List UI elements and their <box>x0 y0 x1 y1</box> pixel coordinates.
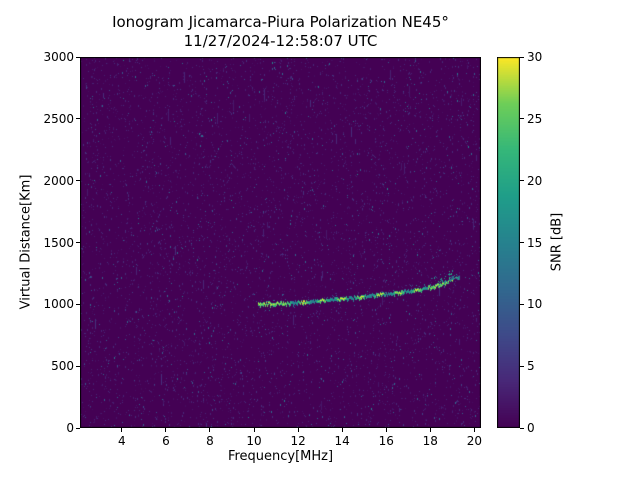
y-tick-label: 2000 <box>43 173 74 188</box>
x-tick-mark <box>253 428 255 432</box>
x-tick-label: 10 <box>246 434 262 448</box>
x-tick-mark <box>385 428 387 432</box>
x-tick-mark <box>341 428 343 432</box>
x-tick-label: 14 <box>334 434 350 448</box>
x-tick-label: 12 <box>290 434 306 448</box>
colorbar-label: SNR [dB] <box>549 212 565 272</box>
colorbar-tick-mark <box>520 365 524 367</box>
colorbar-tick-label: 15 <box>527 235 543 250</box>
colorbar-tick-label: 10 <box>527 297 543 312</box>
colorbar <box>497 57 520 428</box>
colorbar-tick-mark <box>520 56 524 58</box>
colorbar-canvas <box>497 57 520 428</box>
x-tick-label: 8 <box>206 434 214 448</box>
y-tick-label: 1500 <box>43 235 74 250</box>
x-tick-label: 20 <box>466 434 483 448</box>
x-tick-mark <box>165 428 167 432</box>
x-tick-label: 6 <box>162 434 170 448</box>
heatmap-canvas <box>80 57 481 428</box>
y-tick-mark <box>76 180 80 182</box>
colorbar-tick-label: 25 <box>527 111 543 126</box>
colorbar-tick-label: 0 <box>527 421 535 435</box>
y-tick-mark <box>76 303 80 305</box>
colorbar-tick-mark <box>520 303 524 305</box>
colorbar-tick-label: 20 <box>527 173 543 188</box>
y-tick-label: 0 <box>66 421 74 435</box>
y-tick-mark <box>76 365 80 367</box>
x-tick-mark <box>473 428 475 432</box>
x-tick-mark <box>297 428 299 432</box>
y-tick-label: 3000 <box>43 50 74 64</box>
colorbar-tick-mark <box>520 427 524 429</box>
colorbar-tick-label: 5 <box>527 359 535 374</box>
colorbar-tick-label: 30 <box>527 50 543 64</box>
colorbar-tick-mark <box>520 118 524 120</box>
y-tick-label: 500 <box>51 359 74 374</box>
y-tick-mark <box>76 242 80 243</box>
x-axis-label: Frequency[MHz] <box>227 449 334 464</box>
y-axis-label: Virtual Distance[Km] <box>18 174 34 310</box>
x-tick-mark <box>209 428 211 432</box>
x-tick-mark <box>121 428 123 432</box>
x-tick-label: 16 <box>378 434 394 448</box>
colorbar-tick-mark <box>520 242 524 243</box>
x-tick-label: 4 <box>118 434 126 448</box>
colorbar-tick-mark <box>520 180 524 182</box>
y-tick-label: 1000 <box>43 297 74 312</box>
plot-area <box>80 57 481 428</box>
y-tick-mark <box>76 118 80 120</box>
plot-title: Ionogram Jicamarca-Piura Polarization NE… <box>112 13 449 31</box>
plot-subtitle: 11/27/2024-12:58:07 UTC <box>183 32 378 50</box>
y-tick-mark <box>76 56 80 58</box>
x-tick-mark <box>429 428 431 432</box>
y-tick-mark <box>76 427 80 429</box>
y-tick-label: 2500 <box>43 111 74 126</box>
x-tick-label: 18 <box>422 434 438 448</box>
